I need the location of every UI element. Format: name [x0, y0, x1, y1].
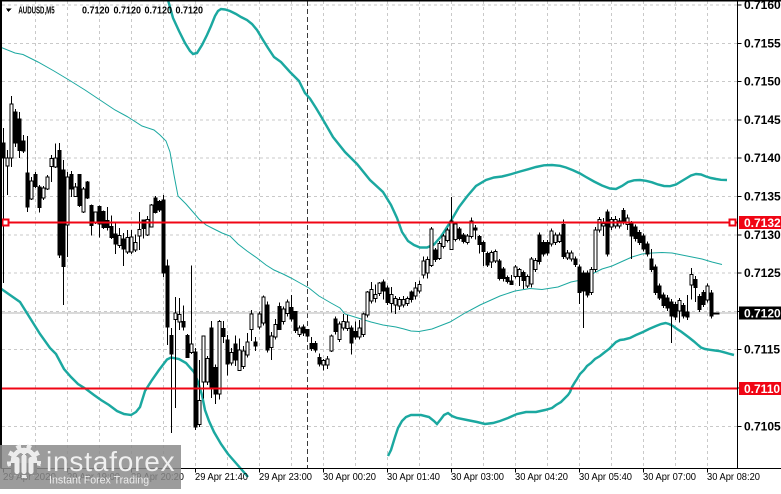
svg-text:0.7120: 0.7120 [145, 4, 173, 16]
svg-text:0.7110: 0.7110 [744, 382, 780, 396]
svg-text:30 Apr 00:20: 30 Apr 00:20 [323, 472, 376, 483]
svg-text:0.7145: 0.7145 [744, 113, 781, 127]
svg-text:0.7135: 0.7135 [744, 190, 781, 204]
svg-text:29 Apr 23:00: 29 Apr 23:00 [259, 472, 312, 483]
svg-text:30 Apr 03:00: 30 Apr 03:00 [451, 472, 504, 483]
svg-text:0.7115: 0.7115 [744, 343, 780, 357]
svg-text:0.7120: 0.7120 [176, 4, 204, 16]
svg-text:30 Apr 08:20: 30 Apr 08:20 [707, 472, 760, 483]
svg-text:0.7120: 0.7120 [114, 4, 142, 16]
svg-text:0.7160: 0.7160 [744, 0, 781, 12]
svg-text:30 Apr 07:00: 30 Apr 07:00 [643, 472, 696, 483]
svg-text:AUDUSD,M5: AUDUSD,M5 [18, 4, 54, 16]
svg-text:0.7120: 0.7120 [82, 4, 110, 16]
svg-text:30 Apr 04:20: 30 Apr 04:20 [515, 472, 568, 483]
svg-text:0.7140: 0.7140 [744, 151, 781, 165]
svg-text:0.7125: 0.7125 [744, 266, 781, 280]
svg-text:0.7155: 0.7155 [744, 36, 781, 50]
svg-text:0.7132: 0.7132 [744, 216, 781, 230]
svg-text:0.7105: 0.7105 [744, 419, 781, 433]
svg-text:instaforex: instaforex [46, 446, 175, 477]
svg-text:30 Apr 01:40: 30 Apr 01:40 [387, 472, 440, 483]
svg-text:0.7150: 0.7150 [744, 75, 781, 89]
svg-text:Instant Forex Trading: Instant Forex Trading [49, 475, 149, 487]
svg-text:0.7130: 0.7130 [744, 228, 781, 242]
svg-text:29 Apr 21:40: 29 Apr 21:40 [195, 472, 248, 483]
svg-text:30 Apr 05:40: 30 Apr 05:40 [579, 472, 632, 483]
svg-text:0.7120: 0.7120 [744, 307, 781, 321]
